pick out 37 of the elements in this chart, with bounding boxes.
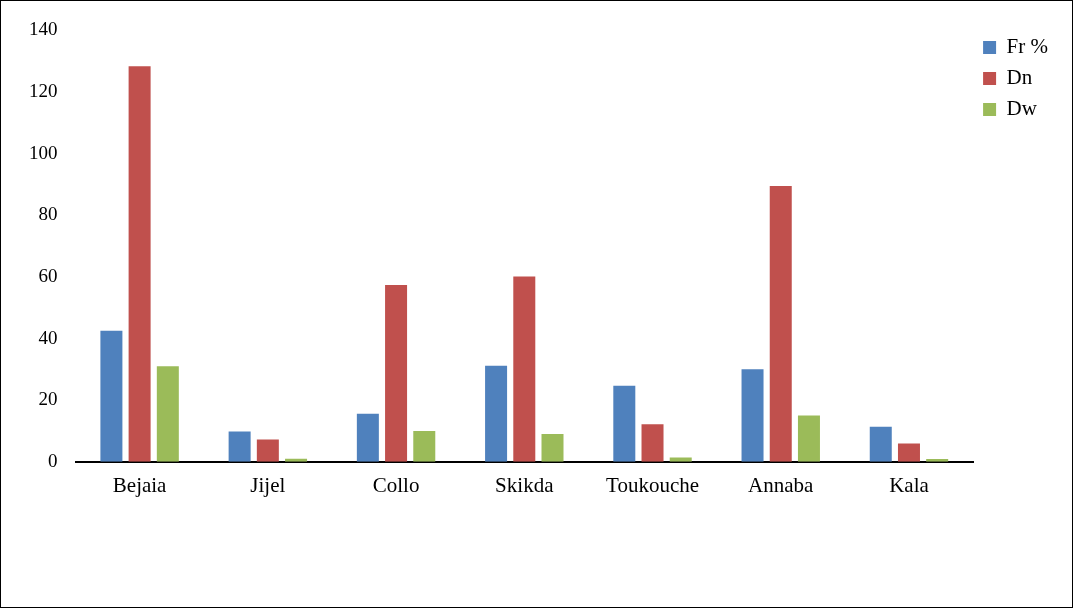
y-tick-label: 0 <box>48 449 58 471</box>
x-tick-label: Annaba <box>748 472 815 497</box>
y-tick-label: 60 <box>38 264 58 286</box>
bar <box>797 415 820 462</box>
bar <box>356 413 379 462</box>
bar <box>156 366 179 462</box>
x-tick-label: Skikda <box>495 472 555 497</box>
bar <box>413 430 436 462</box>
y-tick-label: 120 <box>29 80 58 102</box>
bar <box>485 365 508 462</box>
bar <box>741 369 764 462</box>
x-tick-label: Jijel <box>250 472 286 497</box>
bar <box>613 385 636 462</box>
bar <box>669 457 692 462</box>
bar <box>641 424 664 462</box>
bar <box>541 434 564 462</box>
bar <box>100 330 123 462</box>
y-tick-label: 80 <box>38 203 58 225</box>
bar <box>769 186 792 462</box>
y-tick-label: 40 <box>38 326 58 348</box>
y-tick-label: 140 <box>29 18 58 40</box>
bar <box>256 439 279 462</box>
legend-label: Dw <box>1006 96 1038 121</box>
x-tick-label: Bejaia <box>112 472 168 497</box>
bar <box>228 431 251 462</box>
x-tick-label: Toukouche <box>606 472 700 497</box>
y-tick-label: 100 <box>29 141 58 163</box>
x-tick-label: Collo <box>372 472 420 497</box>
y-tick-label: 20 <box>38 388 58 410</box>
bar <box>897 443 920 462</box>
legend-label: Dn <box>1006 65 1033 90</box>
bar <box>128 66 151 462</box>
legend-label: Fr % <box>1006 34 1049 59</box>
bar <box>513 276 536 462</box>
bar <box>385 284 408 462</box>
bar <box>869 426 892 462</box>
x-tick-label: Kala <box>889 472 930 497</box>
